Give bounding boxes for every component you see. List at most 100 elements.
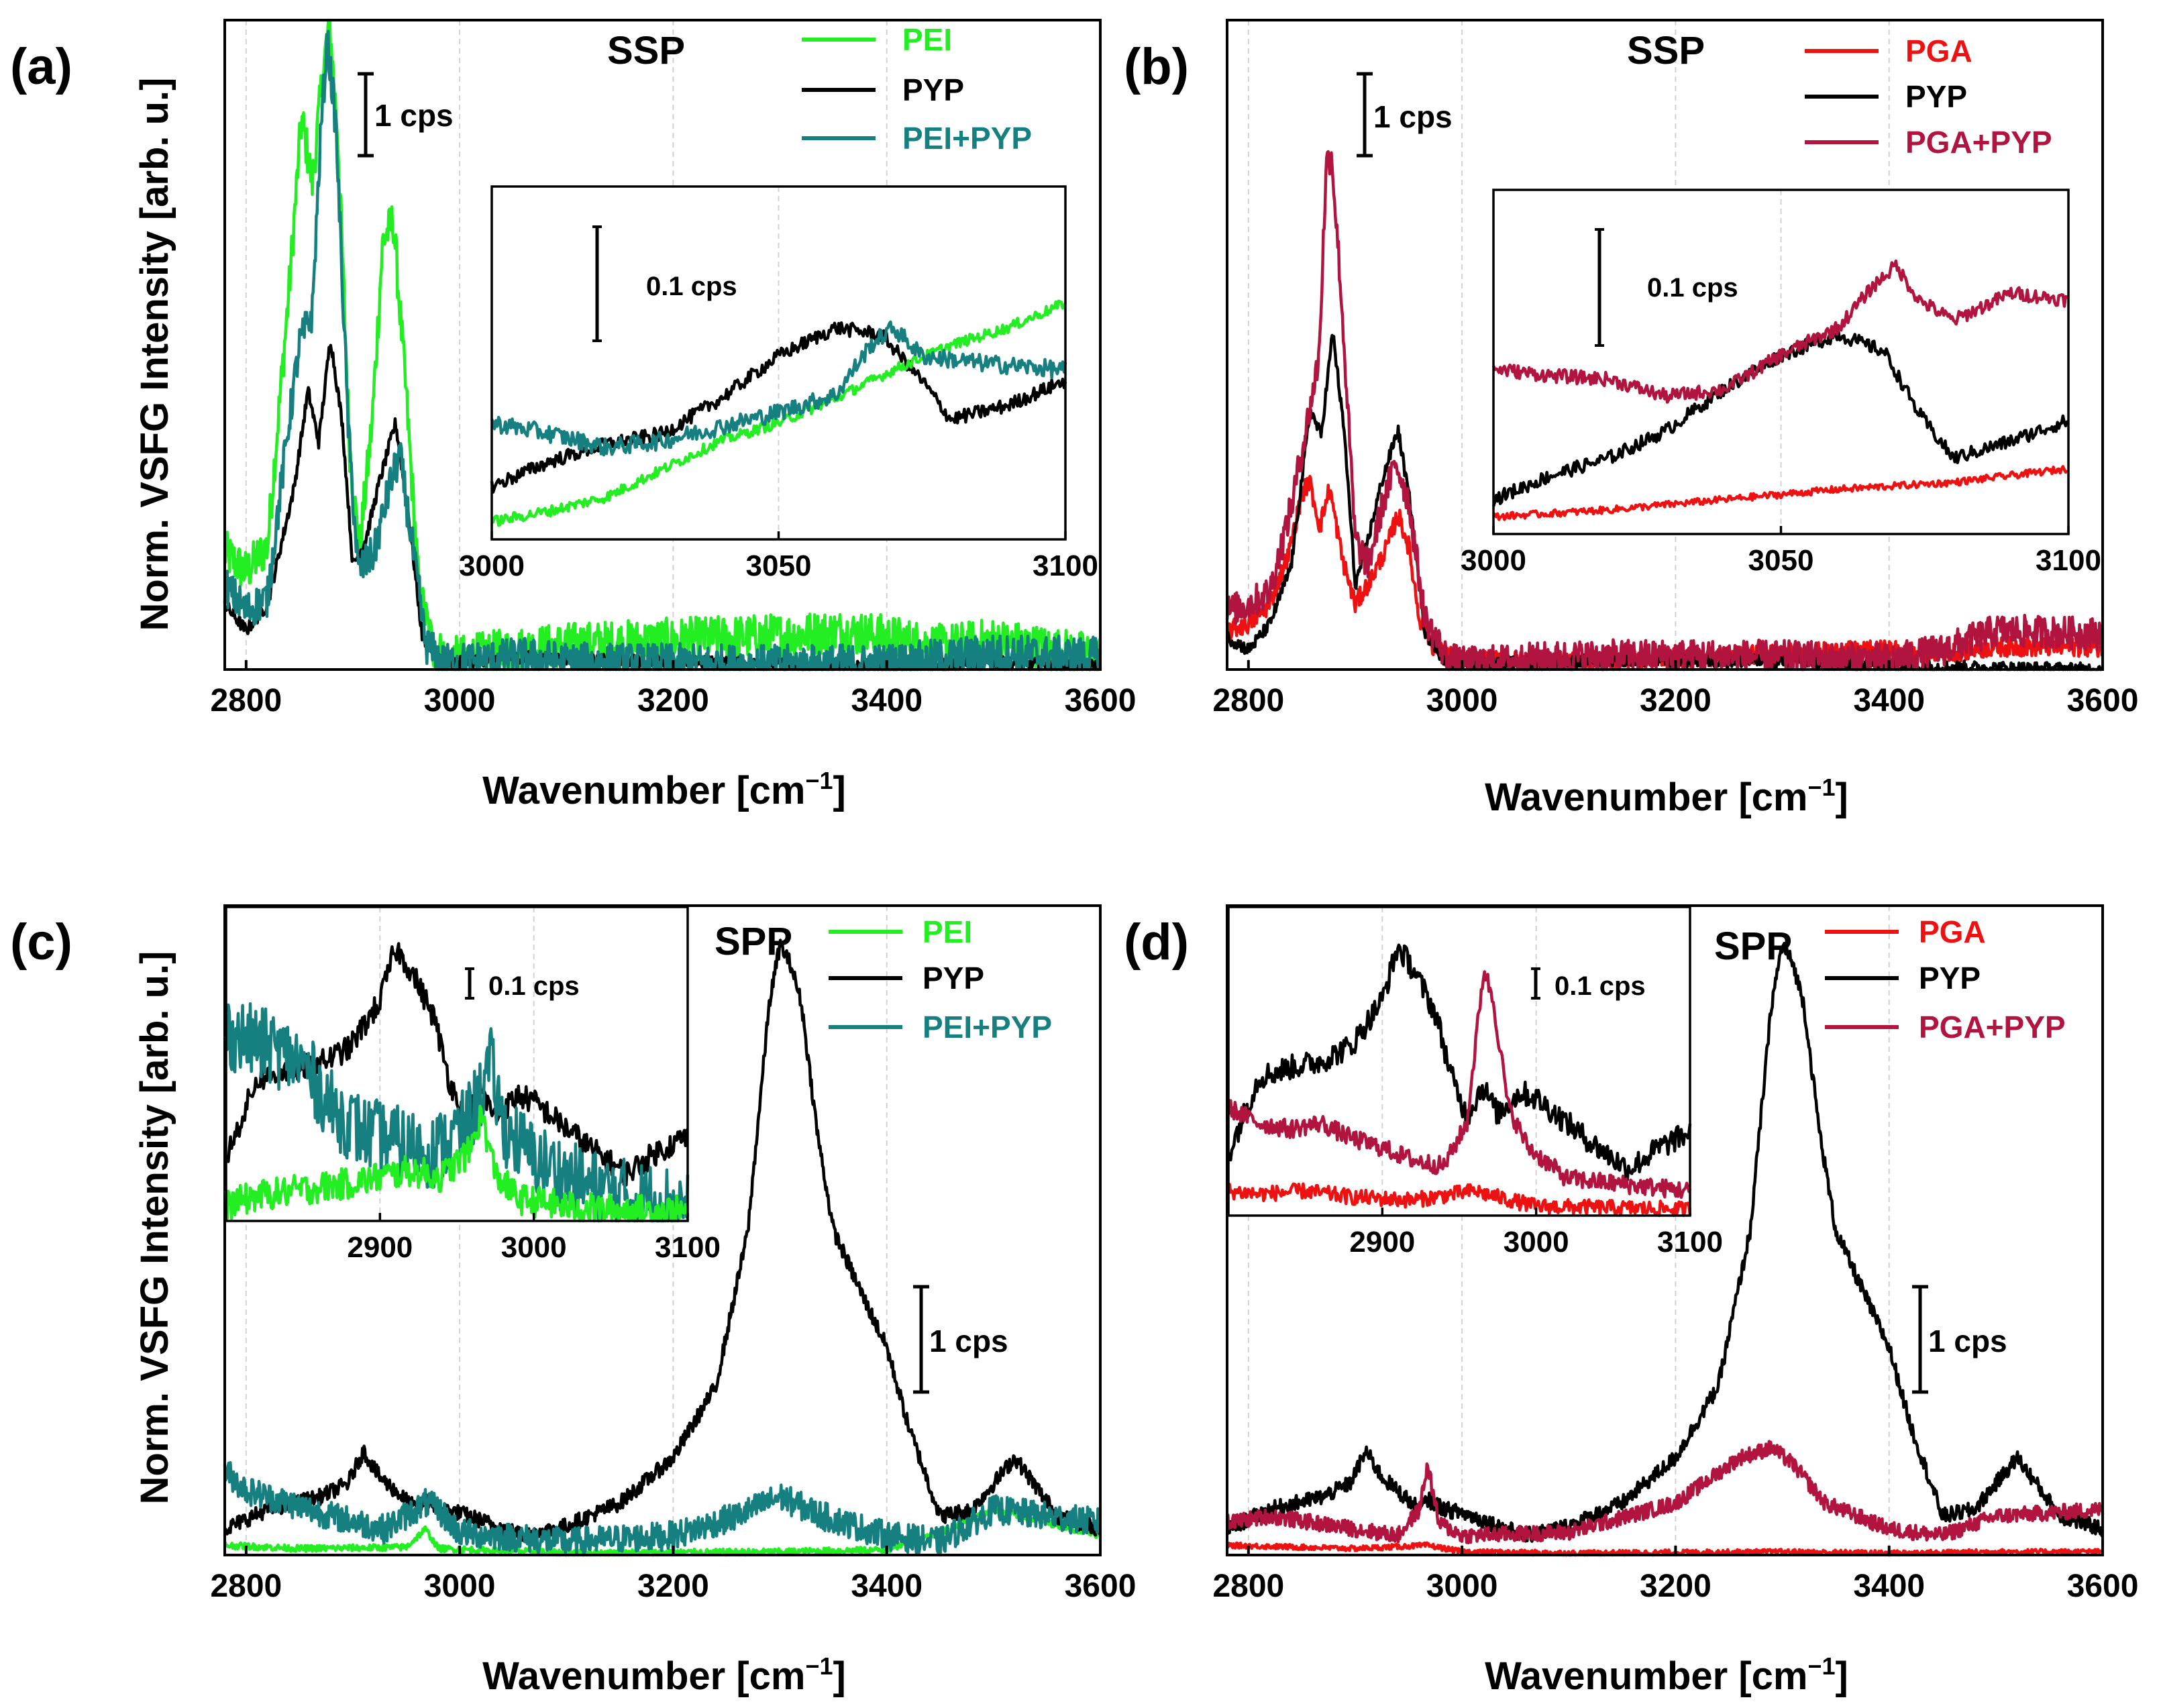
series-line-pga xyxy=(1225,1541,2105,1557)
axes-frame xyxy=(223,904,1102,1556)
x-axis-title: Wavenumber [cm−1] xyxy=(482,767,846,812)
inset-series-line-pga xyxy=(1226,1182,1692,1218)
x-tick-label: 2800 xyxy=(210,1568,282,1604)
legend-entry: PEI xyxy=(902,22,952,57)
scale-bar-label: 1 cps xyxy=(1373,99,1453,134)
inset-plot: 3000 3050 3100 0.1 cps xyxy=(1461,189,2101,577)
inset-series-line-pei-pyp xyxy=(490,320,1067,457)
series-group xyxy=(223,18,1102,672)
polarization-label: SPP xyxy=(715,920,792,963)
inset-x-tick-label: 2900 xyxy=(347,1231,413,1264)
inset-x-tick-label: 3100 xyxy=(655,1231,721,1264)
axes-frame xyxy=(1226,904,2104,1556)
axes-frame xyxy=(223,19,1102,671)
legend-entry: PYP xyxy=(902,72,964,107)
polarization-label: SSP xyxy=(1627,29,1705,72)
series-line-pei-pyp xyxy=(223,1461,1102,1557)
axes-frame xyxy=(1226,19,2104,671)
x-tick-label: 3400 xyxy=(851,683,923,718)
x-axis-title: Wavenumber [cm−1] xyxy=(1485,773,1848,819)
legend-entry: PYP xyxy=(923,961,984,996)
inset-series-line-pyp xyxy=(1228,943,1692,1182)
x-tick-label: 3200 xyxy=(1640,683,1712,718)
inset-frame xyxy=(1227,906,1691,1217)
inset-scale-bar-label: 0.1 cps xyxy=(1647,273,1738,303)
inset-series-line-pei xyxy=(491,299,1067,527)
legend: PEI PYP PEI+PYP xyxy=(829,914,1052,1045)
x-tick-label: 3200 xyxy=(637,1568,709,1604)
inset-scale-bar-label: 0.1 cps xyxy=(646,272,737,301)
inset-x-tick-label: 3100 xyxy=(1657,1226,1723,1259)
inset-x-tick-label: 3000 xyxy=(459,549,525,582)
inset-series-line-pga-pyp xyxy=(1226,970,1692,1199)
x-tick-label: 2800 xyxy=(1212,1568,1284,1604)
legend-entry: PYP xyxy=(1905,79,1967,114)
x-tick-label: 3000 xyxy=(1426,1568,1498,1604)
x-tick-label: 3600 xyxy=(1065,1568,1137,1604)
x-axis-title: Wavenumber [cm−1] xyxy=(482,1652,846,1698)
inset-series-line-pei xyxy=(224,1104,690,1223)
scale-bar: 1 cps xyxy=(1357,72,1453,158)
x-tick-label: 3600 xyxy=(2067,1568,2139,1604)
x-tick-label: 3000 xyxy=(1426,683,1498,718)
series-line-pyp xyxy=(223,939,1102,1543)
series-line-pei-pyp xyxy=(223,30,1102,672)
y-axis-title: Norm. VSFG Intensity [arb. u.] xyxy=(133,78,176,631)
x-tick-label: 3400 xyxy=(851,1568,923,1604)
polarization-label: SSP xyxy=(607,29,685,72)
panel-label: (d) xyxy=(1124,914,1189,971)
inset-x-tick-label: 3000 xyxy=(1504,1226,1569,1259)
x-tick-label: 3400 xyxy=(1853,1568,1925,1604)
scale-bar-label: 1 cps xyxy=(374,98,454,133)
series-line-pga-pyp xyxy=(1225,1440,2105,1545)
series-group xyxy=(1225,941,2105,1557)
series-group xyxy=(223,939,1102,1557)
panel-b: 2800 3000 3200 3400 3600 Wavenumber [cm−1] (b)… xyxy=(1124,19,2139,819)
series-line-pga-pyp xyxy=(1225,150,2104,672)
legend-entry: PEI+PYP xyxy=(923,1010,1052,1045)
panel-label: (a) xyxy=(10,38,72,95)
y-axis-title: Norm. VSFG Intensity [arb. u.] xyxy=(133,951,176,1505)
panel-a: 2800 3000 3200 3400 3600 Wavenumber [cm−1] Nor… xyxy=(10,18,1137,812)
scale-bar: 1 cps xyxy=(358,72,454,158)
legend-entry: PGA+PYP xyxy=(1905,125,2052,160)
x-tick-label: 3600 xyxy=(2067,683,2139,718)
x-tick-label: 3400 xyxy=(1853,683,1925,718)
legend-entry: PYP xyxy=(1919,961,1981,996)
legend: PGA PYP PGA+PYP xyxy=(1805,34,2052,160)
inset-series-line-pyp xyxy=(490,321,1067,494)
polarization-label: SPP xyxy=(1714,924,1792,968)
series-group xyxy=(1225,150,2105,672)
inset-x-tick-label: 3050 xyxy=(746,549,812,582)
inset-frame xyxy=(225,906,689,1222)
x-tick-label: 3600 xyxy=(1065,683,1137,718)
x-tick-label: 3000 xyxy=(424,1568,496,1604)
panel-label: (b) xyxy=(1124,38,1189,95)
inset-series-line-pga xyxy=(1492,465,2069,521)
panel-label: (c) xyxy=(10,914,72,971)
inset-x-tick-label: 3100 xyxy=(2036,544,2101,577)
inset-x-tick-label: 3050 xyxy=(1748,544,1814,577)
inset-scale-bar-label: 0.1 cps xyxy=(488,971,580,1001)
inset-x-tick-label: 3000 xyxy=(501,1231,567,1264)
x-tick-label: 3200 xyxy=(1640,1568,1712,1604)
x-tick-label: 2800 xyxy=(1212,683,1284,718)
legend-entry: PEI+PYP xyxy=(902,121,1032,156)
legend-entry: PEI xyxy=(923,914,972,949)
inset-plot: 3000 3050 3100 0.1 cps xyxy=(459,185,1098,582)
scale-bar: 1 cps xyxy=(1912,1285,2007,1394)
inset-x-tick-label: 3100 xyxy=(1033,549,1098,582)
x-tick-label: 3200 xyxy=(637,683,709,718)
legend: PEI PYP PEI+PYP xyxy=(802,22,1032,156)
inset-series-line-pei-pyp xyxy=(224,1002,690,1223)
panel-d: 2800 3000 3200 3400 3600 Wavenumber [cm−1] (d)… xyxy=(1124,904,2139,1698)
legend-entry: PGA xyxy=(1905,34,1972,68)
series-line-pyp xyxy=(1225,941,2104,1543)
inset-series-line-pga-pyp xyxy=(1491,259,2069,404)
legend-entry: PGA xyxy=(1919,914,1986,949)
x-tick-label: 3000 xyxy=(424,683,496,718)
legend-entry: PGA+PYP xyxy=(1919,1010,2066,1045)
scale-bar-label: 1 cps xyxy=(1928,1324,2007,1358)
legend: PGA PYP PGA+PYP xyxy=(1825,914,2066,1045)
